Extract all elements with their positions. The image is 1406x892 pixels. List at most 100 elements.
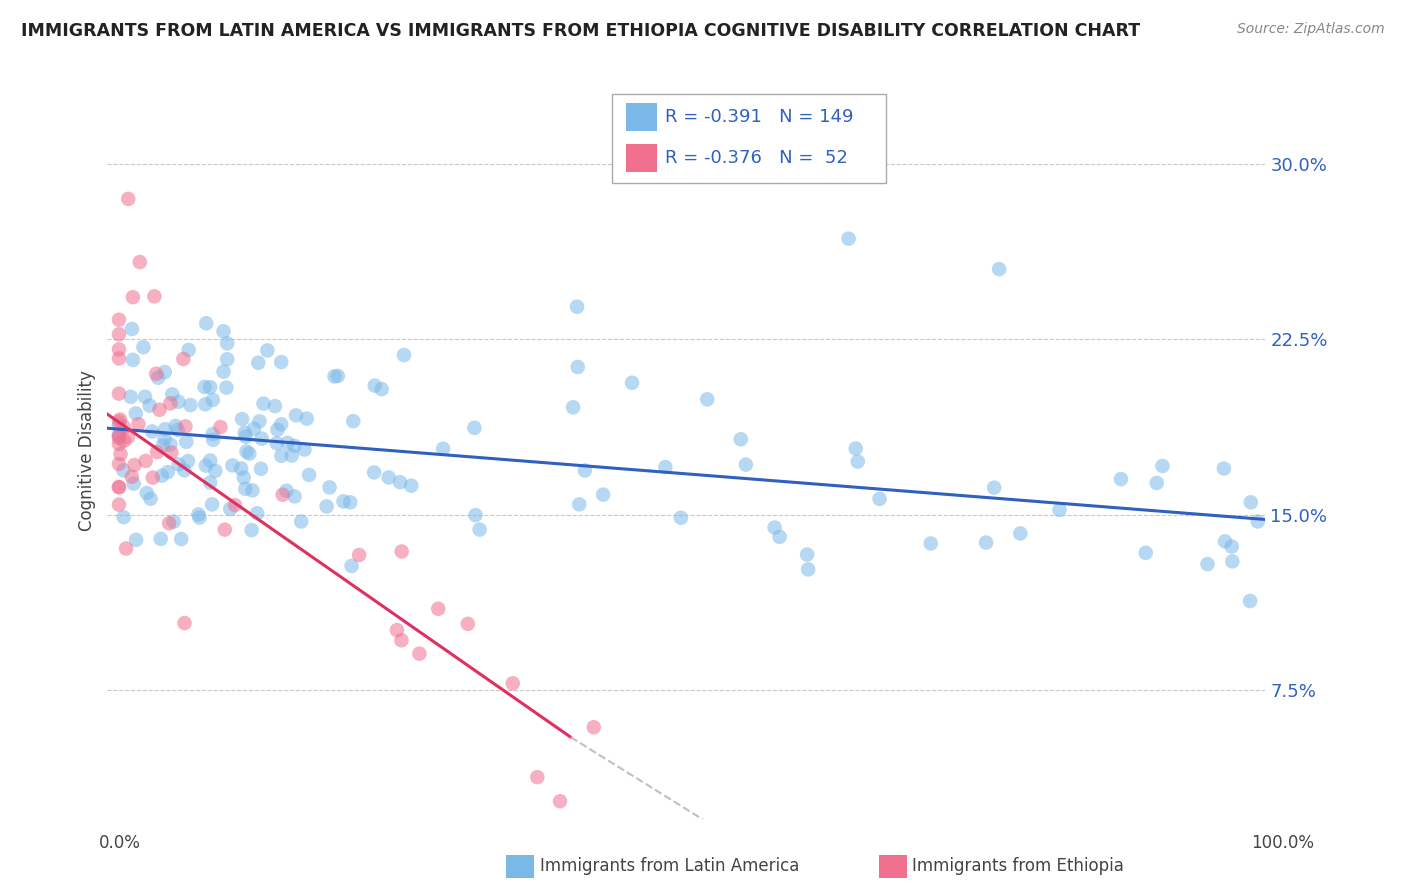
Point	[194, 380, 217, 394]
Point	[1135, 546, 1157, 560]
Point	[1197, 557, 1219, 571]
Point	[121, 322, 143, 336]
Point	[339, 495, 361, 509]
Point	[568, 497, 591, 511]
Point	[108, 457, 131, 471]
Point	[132, 340, 155, 354]
Point	[1239, 594, 1261, 608]
Point	[838, 232, 860, 246]
Point	[214, 523, 236, 537]
Point	[159, 437, 181, 451]
Point	[280, 449, 302, 463]
Point	[177, 343, 200, 357]
Point	[846, 454, 869, 468]
Point	[377, 470, 399, 484]
Point	[250, 432, 273, 446]
Point	[127, 417, 149, 432]
Y-axis label: Cognitive Disability: Cognitive Disability	[79, 370, 96, 531]
Point	[298, 467, 321, 482]
Point	[277, 435, 299, 450]
Point	[468, 523, 491, 537]
Point	[165, 418, 187, 433]
Point	[204, 464, 226, 478]
Text: IMMIGRANTS FROM LATIN AMERICA VS IMMIGRANTS FROM ETHIOPIA COGNITIVE DISABILITY C: IMMIGRANTS FROM LATIN AMERICA VS IMMIGRA…	[21, 22, 1140, 40]
Point	[110, 447, 132, 461]
Point	[284, 489, 307, 503]
Point	[195, 316, 218, 330]
Point	[173, 463, 195, 477]
Point	[769, 530, 792, 544]
Point	[270, 449, 292, 463]
Point	[246, 506, 269, 520]
Point	[264, 399, 287, 413]
Point	[574, 463, 596, 477]
Point	[592, 487, 614, 501]
Point	[457, 616, 479, 631]
Point	[408, 647, 430, 661]
Point	[108, 429, 131, 443]
Point	[198, 475, 221, 490]
Point	[108, 351, 131, 366]
Point	[150, 468, 173, 483]
Point	[153, 365, 176, 379]
Point	[1109, 472, 1132, 486]
Point	[108, 480, 131, 494]
Point	[108, 427, 131, 442]
Point	[869, 491, 891, 506]
Point	[318, 480, 340, 494]
Point	[266, 436, 288, 450]
Point	[763, 520, 786, 534]
Point	[115, 541, 138, 556]
Point	[146, 370, 169, 384]
Point	[108, 480, 131, 494]
Point	[364, 378, 387, 392]
Point	[108, 437, 131, 451]
Point	[224, 498, 246, 512]
Point	[139, 491, 162, 506]
Point	[233, 482, 256, 496]
Text: Source: ZipAtlas.com: Source: ZipAtlas.com	[1237, 22, 1385, 37]
Point	[121, 290, 143, 304]
Point	[270, 355, 292, 369]
Point	[143, 289, 166, 303]
Point	[247, 356, 270, 370]
Point	[142, 470, 165, 484]
Point	[271, 488, 294, 502]
Point	[347, 548, 370, 562]
Point	[125, 533, 148, 547]
Point	[217, 336, 239, 351]
Point	[240, 483, 263, 498]
Point	[198, 380, 221, 394]
Point	[502, 676, 524, 690]
Point	[108, 414, 131, 428]
Point	[401, 478, 423, 492]
Point	[108, 418, 131, 433]
Point	[1049, 503, 1071, 517]
Point	[235, 444, 257, 458]
Point	[463, 421, 485, 435]
Point	[166, 423, 188, 437]
Point	[108, 327, 131, 342]
Point	[1220, 554, 1243, 568]
Point	[290, 515, 312, 529]
Point	[270, 417, 292, 432]
Point	[796, 548, 818, 562]
Point	[294, 442, 316, 457]
Point	[122, 476, 145, 491]
Point	[730, 432, 752, 446]
Point	[219, 502, 242, 516]
Point	[174, 434, 197, 449]
Point	[370, 382, 392, 396]
Point	[323, 369, 346, 384]
Point	[243, 422, 266, 436]
Point	[112, 434, 135, 448]
Point	[295, 411, 318, 425]
Point	[920, 536, 942, 550]
Point	[153, 422, 176, 436]
Point	[326, 368, 349, 383]
Point	[276, 483, 298, 498]
Point	[285, 409, 308, 423]
Point	[167, 458, 190, 472]
Point	[232, 470, 254, 484]
Point	[135, 454, 157, 468]
